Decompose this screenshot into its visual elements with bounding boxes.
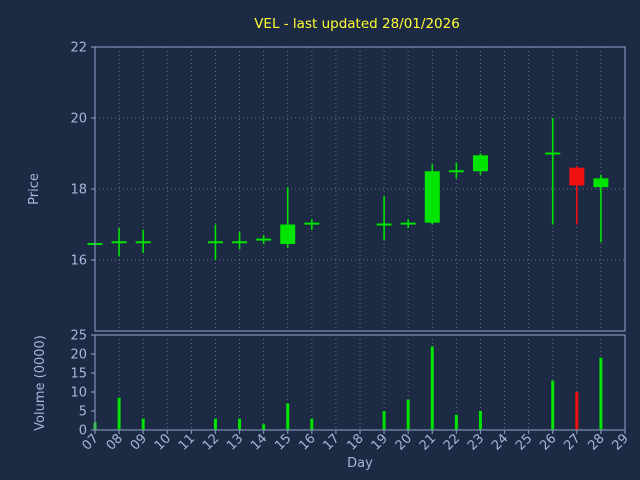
candle-day-12	[207, 224, 223, 260]
candle-day-14	[256, 235, 272, 245]
volume-tick-label: 25	[70, 329, 87, 344]
candle-day-26	[545, 118, 561, 225]
price-tick-label: 22	[70, 41, 87, 56]
volume-tick-label: 5	[79, 405, 87, 420]
x-axis-label: Day	[347, 456, 373, 471]
volume-tick-label: 10	[70, 386, 87, 401]
volume-bars-group	[93, 346, 603, 430]
volume-tick-label: 20	[70, 348, 87, 363]
candle-day-23	[472, 153, 488, 175]
candle-day-19	[376, 196, 392, 241]
volume-axis-label: Volume (0000)	[33, 335, 48, 431]
candle-day-15	[280, 187, 296, 248]
candle-day-22	[448, 162, 464, 179]
price-tick-label: 16	[70, 254, 87, 269]
chart-title: VEL - last updated 28/01/2026	[254, 16, 460, 32]
candle-day-13	[232, 231, 248, 250]
volume-tick-label: 15	[70, 367, 87, 382]
candle-day-16	[304, 219, 320, 230]
price-axis-label: Price	[27, 173, 42, 205]
candles-group	[87, 118, 609, 260]
candle-day-20	[400, 219, 416, 229]
candle-day-27	[569, 165, 585, 225]
axes-spines	[91, 46, 626, 434]
price-tick-label: 18	[70, 183, 87, 198]
price-tick-label: 20	[70, 112, 87, 127]
candle-day-09	[135, 229, 151, 253]
volume-tick-label: 0	[79, 424, 87, 439]
candle-day-28	[593, 174, 609, 243]
candle-day-08	[111, 228, 127, 257]
candle-day-21	[424, 164, 440, 225]
